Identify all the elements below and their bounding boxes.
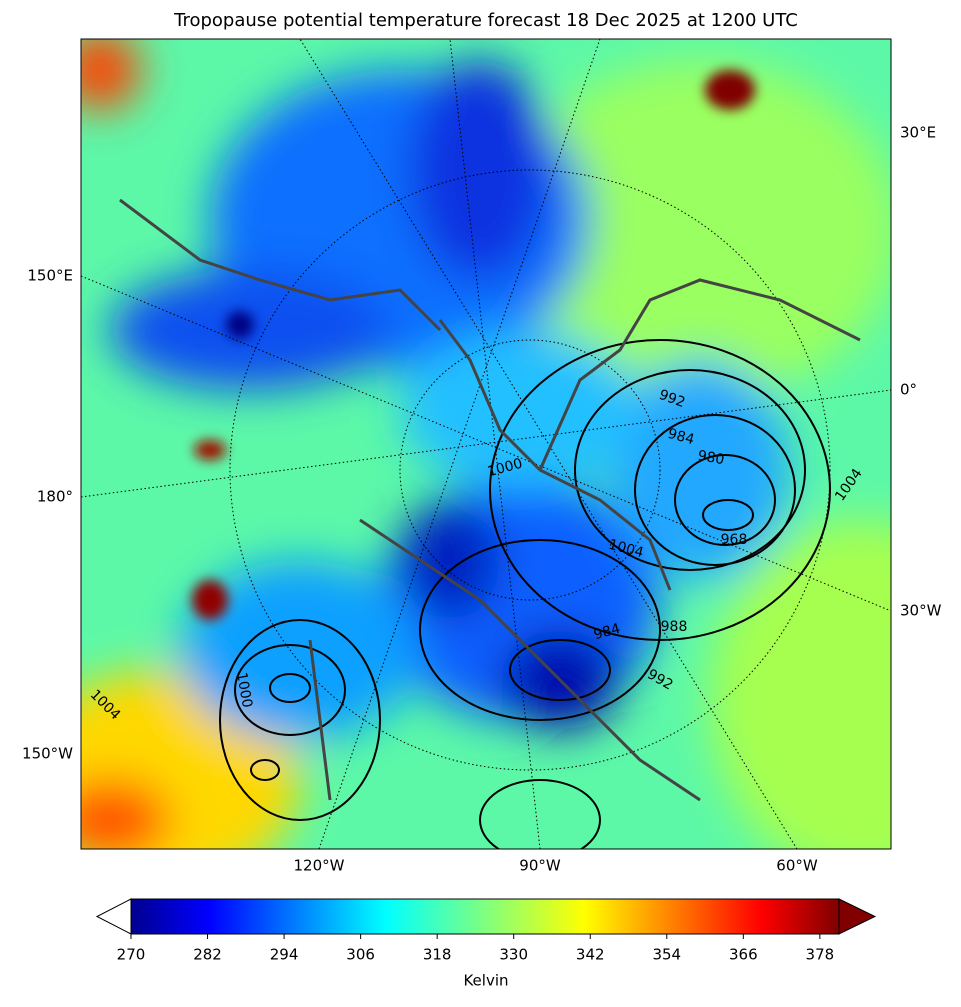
lon-label: 120°W <box>294 857 345 875</box>
colorbar-label: Kelvin <box>463 972 508 990</box>
map-frame <box>80 38 892 850</box>
colorbar-tick-label: 354 <box>652 946 681 964</box>
chart-title: Tropopause potential temperature forecas… <box>173 10 798 31</box>
lon-label: 180° <box>37 488 73 506</box>
colorbar <box>131 899 839 934</box>
colorbar-tick-label: 318 <box>423 946 452 964</box>
map-field <box>81 39 891 849</box>
contour-label: 988 <box>661 619 688 635</box>
colorbar-frame <box>130 898 840 935</box>
colorbar-tick-label: 330 <box>499 946 528 964</box>
graticule <box>81 39 891 849</box>
lon-label: 150°E <box>27 267 73 285</box>
colorbar-tick-label: 366 <box>729 946 758 964</box>
contour-label: 968 <box>721 532 748 548</box>
colorbar-tick-label: 306 <box>346 946 375 964</box>
contour-label: 980 <box>696 448 725 468</box>
colorbar-extend-low <box>95 898 132 935</box>
colorbar-tick-label: 282 <box>193 946 222 964</box>
lon-label: 90°W <box>519 857 561 875</box>
lon-label: 60°W <box>776 857 818 875</box>
lon-label: 0° <box>900 381 917 399</box>
colorbar-tick-label: 342 <box>576 946 605 964</box>
contour-label: 984 <box>666 426 696 448</box>
colorbar-extend-high <box>838 898 877 935</box>
lon-label: 30°W <box>900 602 942 620</box>
contour-label: 984 <box>592 621 622 643</box>
lon-label: 150°W <box>22 745 73 763</box>
pressure-contours <box>219 339 831 849</box>
lon-label: 30°E <box>900 124 936 142</box>
colorbar-tick-label: 270 <box>117 946 146 964</box>
contour-label: 1000 <box>233 671 255 709</box>
coastlines <box>119 198 861 802</box>
colorbar-tick-label: 378 <box>806 946 835 964</box>
colorbar-tick-label: 294 <box>270 946 299 964</box>
